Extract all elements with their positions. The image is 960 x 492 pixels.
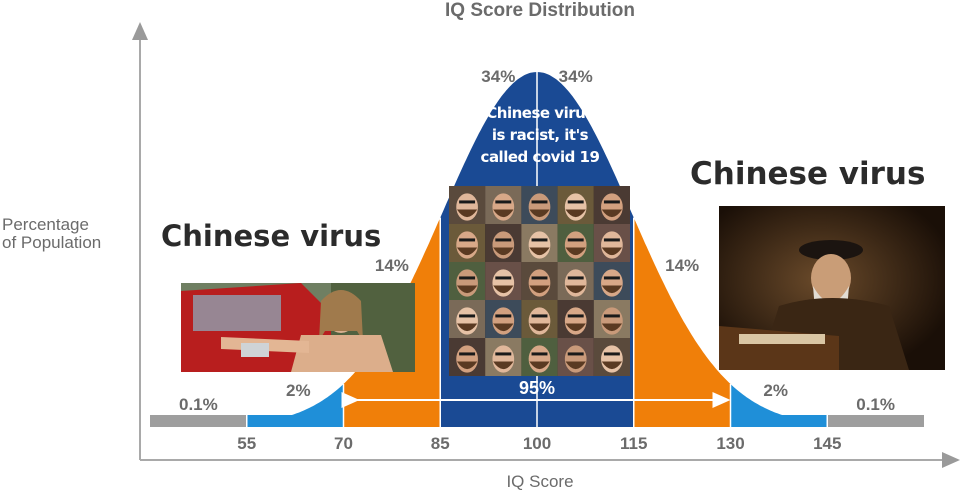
x-tick-label-1: 55: [237, 434, 256, 453]
collage-face-17: [485, 300, 522, 338]
collage-face-18: [521, 300, 558, 338]
collage-face-11: [449, 262, 486, 300]
y-axis-label-line-2: of Population: [2, 233, 101, 252]
x-tick-label-2: 70: [334, 434, 353, 453]
band-label-2: 2%: [286, 381, 311, 400]
collage-face-2: [485, 186, 522, 224]
collage-face-8: [521, 224, 558, 262]
collage-face-23: [521, 338, 558, 376]
band-label-5: 34%: [559, 67, 593, 86]
band-8: [827, 415, 924, 427]
collage-face-7: [485, 224, 522, 262]
center-collage-image: [449, 186, 630, 376]
collage-face-19: [557, 300, 594, 338]
collage-face-16: [449, 300, 486, 338]
chart-title: IQ Score Distribution: [445, 0, 635, 21]
collage-face-4: [557, 186, 594, 224]
collage-face-22: [485, 338, 522, 376]
collage-face-6: [449, 224, 486, 262]
y-axis-label-line-1: Percentage: [2, 215, 89, 234]
collage-face-13: [521, 262, 558, 300]
collage-face-21: [449, 338, 486, 376]
x-tick-label-7: 145: [813, 434, 841, 453]
band-1: [150, 415, 247, 427]
range-label: 95%: [519, 378, 555, 398]
collage-face-12: [485, 262, 522, 300]
collage-face-5: [593, 186, 630, 224]
x-tick-label-3: 85: [431, 434, 450, 453]
band-label-6: 14%: [665, 256, 699, 275]
band-label-8: 0.1%: [856, 395, 895, 414]
center-caption: Chinese virus is racist, it's called cov…: [460, 102, 620, 168]
right-painting-image: [719, 206, 945, 370]
right-caption: Chinese virus: [690, 156, 926, 192]
center-caption-line-3: called covid 19: [480, 148, 600, 166]
collage-face-10: [593, 224, 630, 262]
band-7: [730, 384, 828, 427]
x-tick-label-5: 115: [620, 434, 647, 453]
collage-face-1: [449, 186, 486, 224]
collage-face-24: [557, 338, 594, 376]
x-tick-label-4: 100: [523, 434, 551, 453]
collage-face-9: [557, 224, 594, 262]
left-man-truck-image: [181, 283, 415, 372]
band-2: [246, 384, 344, 427]
center-caption-line-2: is racist, it's: [491, 126, 589, 144]
center-caption-line-1: Chinese virus: [486, 104, 594, 122]
collage-face-20: [593, 300, 630, 338]
left-caption: Chinese virus: [161, 219, 382, 253]
collage-face-3: [521, 186, 558, 224]
y-axis-label: Percentage of Population: [2, 215, 101, 252]
band-label-7: 2%: [763, 381, 788, 400]
collage-face-25: [593, 338, 630, 376]
collage-face-14: [557, 262, 594, 300]
band-label-1: 0.1%: [179, 395, 218, 414]
collage-face-15: [593, 262, 630, 300]
x-axis-label: IQ Score: [506, 472, 573, 491]
band-label-4: 34%: [481, 67, 515, 86]
band-6: [633, 217, 731, 427]
band-label-3: 14%: [375, 256, 409, 275]
x-tick-label-6: 130: [716, 434, 744, 453]
